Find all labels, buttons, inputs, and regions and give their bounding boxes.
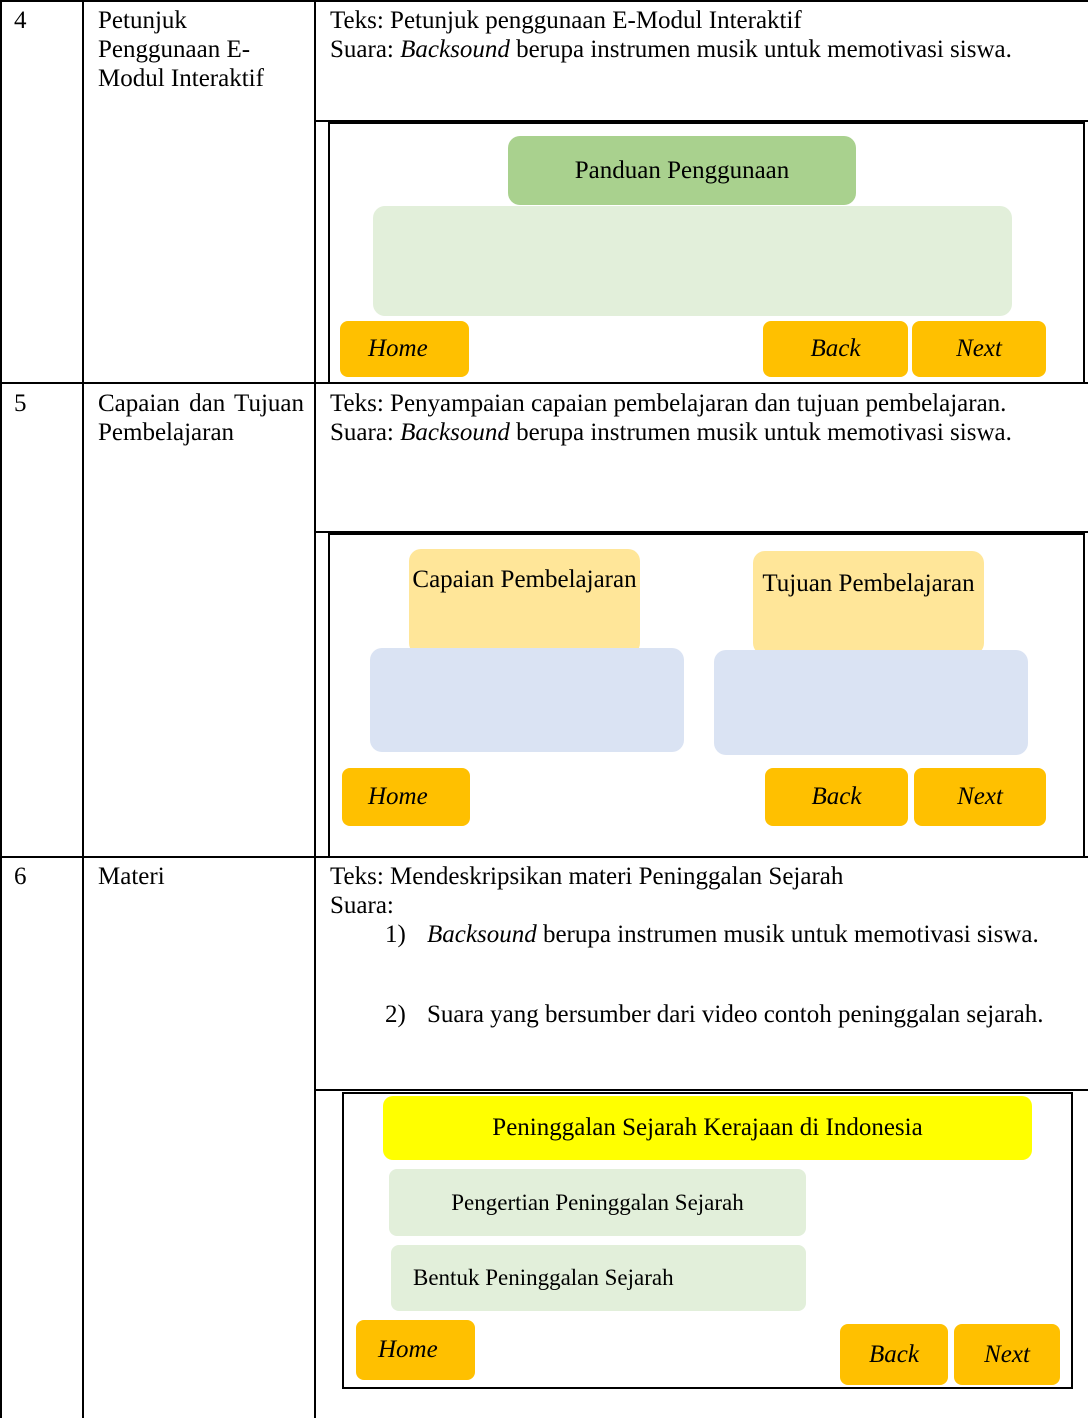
text-line: Teks: Petunjuk penggunaan E-Modul Intera… [330, 7, 802, 34]
sound-line: Suara: Backsound berupa instrumen musik … [330, 35, 1084, 64]
text-line: Teks: Penyampaian capaian pembelajaran d… [330, 390, 1007, 417]
button[interactable]: Back [765, 768, 908, 826]
label: Suara: [330, 419, 394, 446]
text: berupa instrumen musik untuk memotivasi … [516, 36, 1012, 63]
row-name: Petunjuk Penggunaan E-Modul Interaktif [98, 7, 264, 92]
button[interactable]: Back [763, 321, 908, 377]
button[interactable]: Next [912, 321, 1046, 377]
rule [314, 0, 316, 1418]
panel-title: Tujuan Pembelajaran [753, 551, 984, 655]
rule [82, 0, 84, 1418]
content-panel [714, 650, 1028, 755]
sound-line: Suara: Backsound berupa instrumen musik … [330, 418, 1084, 447]
button[interactable]: Next [914, 768, 1046, 826]
menu-item[interactable]: Pengertian Peninggalan Sejarah [389, 1169, 806, 1236]
rule [314, 1089, 1088, 1091]
text-line: Teks: Mendeskripsikan materi Peninggalan… [330, 863, 844, 890]
button[interactable]: Back [840, 1324, 948, 1385]
marker: 2) [385, 1001, 406, 1028]
panel-title: Capaian Pembelajaran [409, 549, 640, 655]
label: Suara: [330, 36, 394, 63]
emphasis: Backsound [427, 921, 537, 948]
button[interactable]: Next [954, 1324, 1060, 1385]
description: Teks: Petunjuk penggunaan E-Modul Intera… [330, 6, 1084, 64]
mockup-title: Peninggalan Sejarah Kerajaan di Indonesi… [383, 1096, 1032, 1160]
description: Teks: Penyampaian capaian pembelajaran d… [330, 389, 1084, 447]
mockup-frame [328, 122, 1085, 384]
row-number: 4 [14, 7, 27, 34]
button[interactable]: Home [340, 321, 469, 377]
list-item: 2) Suara yang bersumber dari video conto… [385, 1000, 1084, 1060]
emphasis: Backsound [400, 419, 510, 446]
item-text: Suara yang bersumber dari video contoh p… [427, 1001, 1044, 1028]
text: berupa instrumen musik untuk memotivasi … [516, 419, 1012, 446]
mockup-frame [342, 1092, 1073, 1389]
button[interactable]: Home [356, 1320, 475, 1380]
content-panel [373, 206, 1012, 316]
rule [314, 120, 1088, 122]
button[interactable]: Home [342, 768, 470, 826]
row-number: 5 [14, 390, 27, 417]
row-name: Capaian dan Tujuan Pembelajaran [98, 390, 304, 446]
mockup-frame [328, 533, 1085, 858]
rule [0, 0, 2, 1418]
emphasis: Backsound [400, 36, 510, 63]
mockup-title: Panduan Penggunaan [508, 136, 856, 205]
rule [0, 0, 1088, 2]
sound-label: Suara: [330, 892, 394, 919]
menu-item[interactable]: Bentuk Peninggalan Sejarah [391, 1245, 806, 1311]
rule [314, 531, 1088, 533]
row-name: Materi [98, 863, 165, 890]
content-panel [370, 648, 684, 752]
list-item: 1) Backsound berupa instrumen musik untu… [385, 920, 1084, 980]
marker: 1) [385, 921, 406, 948]
description: Teks: Mendeskripsikan materi Peninggalan… [330, 862, 1084, 920]
item-text: Backsound berupa instrumen musik untuk m… [427, 920, 1084, 949]
row-number: 6 [14, 863, 27, 890]
text: berupa instrumen musik untuk memotivasi … [542, 921, 1039, 948]
